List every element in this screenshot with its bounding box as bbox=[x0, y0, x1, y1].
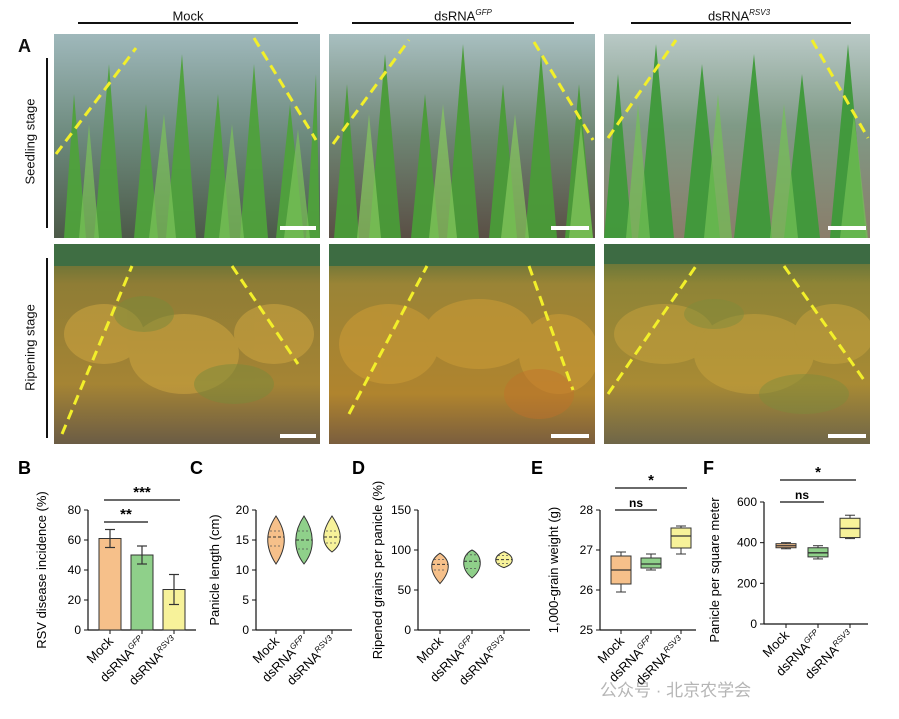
photo-seedling-gfp-art bbox=[329, 34, 595, 238]
y-tick-label: 150 bbox=[391, 503, 411, 517]
y-tick-label: 400 bbox=[737, 536, 757, 550]
y-tick-label: 28 bbox=[580, 503, 594, 517]
y-tick-label: 27 bbox=[580, 543, 594, 557]
photo-seedling-rsv3 bbox=[604, 34, 870, 238]
scale-bar bbox=[551, 226, 589, 230]
watermark: 公众号 · 北京农学会 bbox=[600, 681, 752, 700]
row-line-ripening bbox=[46, 258, 48, 438]
charts-svg: B C D E F RSV disease incidence (%) Pani… bbox=[18, 458, 868, 688]
photo-seedling-gfp bbox=[329, 34, 595, 238]
panel-letter-c: C bbox=[190, 458, 203, 478]
chart-f-ylabel: Panicle per square meter bbox=[707, 497, 722, 643]
photo-ripening-mock-art bbox=[54, 244, 320, 444]
violin bbox=[463, 549, 481, 579]
significance-label: ns bbox=[629, 496, 643, 510]
panel-letter-d: D bbox=[352, 458, 365, 478]
y-tick-label: 100 bbox=[391, 543, 411, 557]
significance-label: * bbox=[815, 464, 821, 481]
significance-label: ns bbox=[795, 488, 809, 502]
column-title-rsv3: dsRNARSV3 bbox=[707, 8, 771, 24]
header-bar-rsv3 bbox=[631, 22, 851, 24]
column-title-mock: Mock bbox=[172, 8, 204, 24]
row-label-ripening: Ripening stage bbox=[22, 304, 38, 391]
column-title-gfp: dsRNAGFP bbox=[434, 8, 492, 24]
photo-ripening-rsv3 bbox=[604, 244, 870, 444]
photo-ripening-gfp-art bbox=[329, 244, 595, 444]
y-tick-label: 25 bbox=[580, 623, 594, 637]
panel-letter-f: F bbox=[703, 458, 714, 478]
box bbox=[670, 527, 692, 549]
significance-label: ** bbox=[120, 506, 132, 523]
chart-e-ylabel: 1,000-grain weight (g) bbox=[546, 507, 561, 633]
photo-ripening-gfp bbox=[329, 244, 595, 444]
significance-label: *** bbox=[133, 484, 151, 501]
panel-letter-b: B bbox=[18, 458, 31, 478]
y-tick-label: 80 bbox=[68, 503, 82, 517]
y-tick-label: 0 bbox=[750, 617, 757, 631]
photo-ripening-rsv3-art bbox=[604, 244, 870, 444]
y-tick-label: 600 bbox=[737, 495, 757, 509]
y-tick-label: 20 bbox=[68, 593, 82, 607]
scale-bar bbox=[280, 434, 316, 438]
y-tick-label: 50 bbox=[398, 583, 412, 597]
y-tick-label: 0 bbox=[242, 623, 249, 637]
photo-seedling-rsv3-art bbox=[604, 34, 870, 238]
box bbox=[640, 557, 662, 569]
violin bbox=[267, 515, 285, 565]
significance-label: * bbox=[648, 472, 654, 489]
panel-letter-e: E bbox=[531, 458, 543, 478]
y-tick-label: 40 bbox=[68, 563, 82, 577]
y-tick-label: 0 bbox=[404, 623, 411, 637]
violin bbox=[323, 515, 341, 553]
y-tick-label: 0 bbox=[74, 623, 81, 637]
row-label-seedling: Seedling stage bbox=[22, 98, 38, 185]
photo-ripening-mock bbox=[54, 244, 320, 444]
y-tick-label: 26 bbox=[580, 583, 594, 597]
scale-bar bbox=[828, 434, 866, 438]
header-bar-gfp bbox=[352, 22, 574, 24]
photo-seedling-mock bbox=[54, 34, 320, 238]
bar bbox=[98, 538, 122, 631]
scale-bar bbox=[280, 226, 316, 230]
photo-seedling-mock-art bbox=[54, 34, 320, 238]
header-bar-mock bbox=[78, 22, 298, 24]
chart-b-ylabel: RSV disease incidence (%) bbox=[34, 491, 49, 649]
row-line-seedling bbox=[46, 58, 48, 228]
panel-letter-a: A bbox=[18, 36, 31, 56]
y-tick-label: 60 bbox=[68, 533, 82, 547]
y-tick-label: 20 bbox=[236, 503, 250, 517]
y-tick-label: 15 bbox=[236, 533, 250, 547]
scale-bar bbox=[828, 226, 866, 230]
scale-bar bbox=[551, 434, 589, 438]
y-tick-label: 10 bbox=[236, 563, 250, 577]
chart-d-ylabel: Ripened grains per panicle (%) bbox=[370, 481, 385, 659]
chart-c-ylabel: Panicle length (cm) bbox=[207, 514, 222, 625]
bar bbox=[130, 554, 154, 631]
y-tick-label: 200 bbox=[737, 576, 757, 590]
y-tick-label: 5 bbox=[242, 593, 249, 607]
violin bbox=[431, 552, 449, 585]
